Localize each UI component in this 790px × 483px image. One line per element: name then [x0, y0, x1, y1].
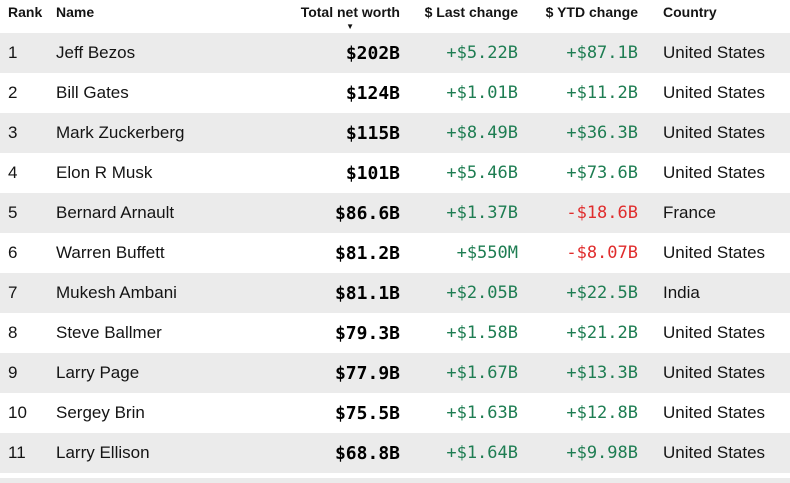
table-row[interactable]: 7 Mukesh Ambani $81.1B +$2.05B +$22.5B I…: [0, 273, 790, 313]
country-cell: United States: [663, 163, 766, 182]
ytd-change-cell: +$12.8B: [566, 403, 638, 423]
last-change-cell: +$2.05B: [446, 283, 518, 303]
table-row[interactable]: 4 Elon R Musk $101B +$5.46B +$73.6B Unit…: [0, 153, 790, 193]
last-change-cell: +$1.64B: [446, 443, 518, 463]
ytd-change-cell: +$36.3B: [566, 123, 638, 143]
net-worth-cell: $68.8B: [334, 442, 400, 464]
ytd-change-cell: +$11.2B: [566, 83, 638, 103]
col-header-net-worth[interactable]: Total net worth ▼: [300, 5, 400, 33]
last-change-cell: +$5.22B: [446, 43, 518, 63]
rank-cell: 9: [8, 363, 18, 382]
last-change-cell: +$1.01B: [446, 83, 518, 103]
col-header-rank[interactable]: Rank: [8, 4, 43, 20]
name-cell: Bill Gates: [56, 83, 129, 102]
name-cell: Larry Page: [56, 363, 140, 382]
country-cell: United States: [663, 83, 766, 102]
last-change-cell: +$5.46B: [446, 163, 518, 183]
table-row[interactable]: 2 Bill Gates $124B +$1.01B +$11.2B Unite…: [0, 73, 790, 113]
net-worth-cell: $75.5B: [334, 402, 400, 424]
net-worth-cell: $202B: [345, 42, 400, 64]
ytd-change-cell: -$8.07B: [566, 243, 638, 263]
country-cell: United States: [663, 443, 766, 462]
net-worth-cell: $77.9B: [334, 362, 400, 384]
name-cell: Mark Zuckerberg: [56, 123, 185, 142]
last-change-cell: +$1.67B: [446, 363, 518, 383]
table-row[interactable]: 3 Mark Zuckerberg $115B +$8.49B +$36.3B …: [0, 113, 790, 153]
rank-cell: 6: [8, 243, 18, 262]
rank-cell: 2: [8, 83, 18, 102]
table-row[interactable]: 5 Bernard Arnault $86.6B +$1.37B -$18.6B…: [0, 193, 790, 233]
rank-cell: 11: [8, 443, 26, 462]
last-change-cell: +$8.49B: [446, 123, 518, 143]
sort-desc-icon: ▼: [346, 22, 354, 31]
ytd-change-cell: +$9.98B: [566, 443, 638, 463]
net-worth-cell: $124B: [345, 82, 400, 104]
last-change-cell: +$1.37B: [446, 203, 518, 223]
col-header-ytd-change[interactable]: $ YTD change: [545, 4, 638, 20]
col-header-country[interactable]: Country: [663, 4, 717, 20]
name-cell: Warren Buffett: [56, 243, 165, 262]
last-change-cell: +$1.63B: [446, 403, 518, 423]
rank-cell: 7: [8, 283, 18, 302]
country-cell: United States: [663, 403, 766, 422]
table-row[interactable]: 10 Sergey Brin $75.5B +$1.63B +$12.8B Un…: [0, 393, 790, 433]
rank-cell: 3: [8, 123, 18, 142]
net-worth-cell: $79.3B: [334, 322, 400, 344]
ytd-change-cell: +$22.5B: [566, 283, 638, 303]
name-cell: Jeff Bezos: [56, 43, 136, 62]
country-cell: United States: [663, 123, 766, 142]
name-cell: Steve Ballmer: [56, 323, 162, 342]
country-cell: France: [663, 203, 716, 222]
ytd-change-cell: +$13.3B: [566, 363, 638, 383]
table-row[interactable]: 11 Larry Ellison $68.8B +$1.64B +$9.98B …: [0, 433, 790, 473]
name-cell: Sergey Brin: [56, 403, 145, 422]
ytd-change-cell: +$73.6B: [566, 163, 638, 183]
net-worth-cell: $101B: [345, 162, 400, 184]
col-header-name[interactable]: Name: [56, 4, 95, 20]
name-cell: Elon R Musk: [56, 163, 153, 182]
ytd-change-cell: +$87.1B: [566, 43, 638, 63]
country-cell: India: [663, 283, 700, 302]
col-header-net-worth-label: Total net worth: [300, 4, 400, 20]
rank-cell: 5: [8, 203, 18, 222]
name-cell: Bernard Arnault: [56, 203, 175, 222]
net-worth-cell: $86.6B: [334, 202, 400, 224]
net-worth-cell: $81.1B: [334, 282, 400, 304]
country-cell: United States: [663, 243, 766, 262]
net-worth-cell: $115B: [345, 122, 400, 144]
table-row[interactable]: 9 Larry Page $77.9B +$1.67B +$13.3B Unit…: [0, 353, 790, 393]
name-cell: Larry Ellison: [56, 443, 150, 462]
rank-cell: 4: [8, 163, 18, 182]
last-change-cell: +$550M: [456, 243, 518, 263]
country-cell: United States: [663, 363, 766, 382]
ytd-change-cell: -$18.6B: [566, 203, 638, 223]
country-cell: United States: [663, 43, 766, 62]
rank-cell: 10: [8, 403, 27, 422]
table-row[interactable]: 6 Warren Buffett $81.2B +$550M -$8.07B U…: [0, 233, 790, 273]
last-change-cell: +$1.58B: [446, 323, 518, 343]
col-header-last-change[interactable]: $ Last change: [424, 4, 518, 20]
rank-cell: 1: [8, 43, 18, 62]
table-row[interactable]: 1 Jeff Bezos $202B +$5.22B +$87.1B Unite…: [0, 33, 790, 73]
table-header: Rank Name Total net worth ▼ $ Last chang…: [0, 0, 790, 33]
table-body: 1 Jeff Bezos $202B +$5.22B +$87.1B Unite…: [0, 33, 790, 473]
name-cell: Mukesh Ambani: [56, 283, 177, 302]
net-worth-cell: $81.2B: [334, 242, 400, 264]
table-row[interactable]: 8 Steve Ballmer $79.3B +$1.58B +$21.2B U…: [0, 313, 790, 353]
rank-cell: 8: [8, 323, 18, 342]
country-cell: United States: [663, 323, 766, 342]
ytd-change-cell: +$21.2B: [566, 323, 638, 343]
partial-next-row: [0, 478, 790, 483]
